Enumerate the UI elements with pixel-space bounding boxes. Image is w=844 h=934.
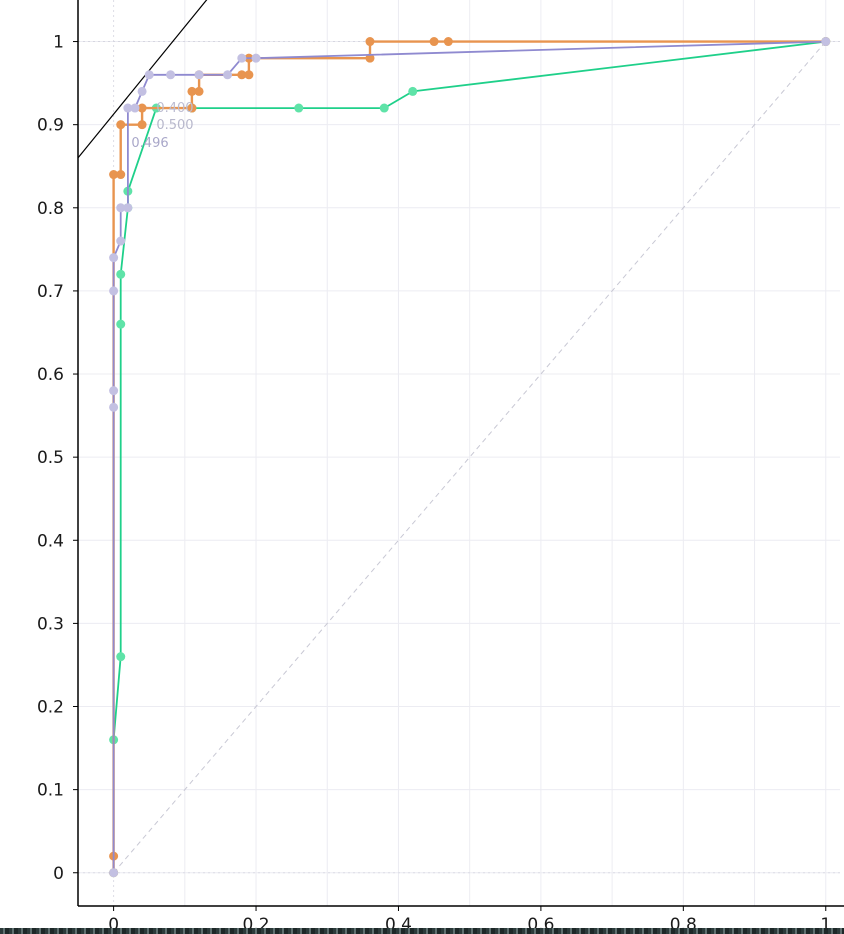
series-point-1	[137, 120, 147, 130]
threshold-label: 0.500	[156, 118, 193, 133]
series-point-2	[130, 103, 140, 113]
series-point-2	[109, 868, 119, 878]
series-point-2	[109, 286, 119, 296]
series-point-1	[137, 103, 147, 113]
y-tick-label: 1	[53, 33, 64, 53]
series-point-2	[251, 53, 261, 63]
series-point-0	[379, 103, 389, 113]
y-tick-label: 0	[53, 864, 64, 884]
chance-diagonal-line	[113, 41, 827, 874]
series-point-1	[194, 86, 204, 96]
series-point-0	[116, 269, 126, 279]
series-point-2	[821, 37, 831, 47]
tick-labels: 00.10.20.30.40.50.60.70.80.910 0.2 0.4 0.6 0…	[37, 33, 831, 934]
series-point-0	[116, 319, 126, 329]
series-point-2	[109, 386, 119, 396]
series-point-1	[365, 53, 375, 63]
y-tick-label: 0.8	[37, 199, 64, 219]
series-point-2	[223, 70, 233, 80]
series-point-1	[187, 103, 197, 113]
x-tick-label: 1	[820, 915, 831, 934]
taskbar-strip	[0, 928, 844, 934]
series-point-2	[137, 86, 147, 96]
series-point-2	[123, 103, 133, 113]
series-layer	[109, 37, 831, 878]
series-point-1	[109, 170, 119, 180]
y-tick-label: 0.2	[37, 698, 64, 718]
series-point-2	[116, 236, 126, 246]
series-point-1	[237, 70, 247, 80]
y-tick-label: 0.1	[37, 781, 64, 801]
series-point-1	[365, 37, 375, 47]
series-point-2	[166, 70, 176, 80]
y-tick-label: 0.7	[37, 282, 64, 302]
x-tick-label: 0	[108, 915, 119, 934]
series-point-1	[244, 70, 254, 80]
threshold-label: 0.400	[156, 101, 193, 116]
threshold-label: 0.496	[131, 136, 168, 151]
series-point-1	[429, 37, 439, 47]
y-tick-label: 0.3	[37, 614, 64, 634]
series-point-2	[109, 402, 119, 412]
series-point-0	[294, 103, 304, 113]
grid	[78, 0, 840, 906]
series-point-1	[116, 120, 126, 130]
series-point-2	[109, 253, 119, 263]
series-point-2	[194, 70, 204, 80]
series-point-1	[116, 170, 126, 180]
axes	[73, 0, 844, 911]
chance-diagonal	[113, 41, 827, 874]
series-point-2	[123, 203, 133, 213]
series-point-2	[116, 203, 126, 213]
y-tick-label: 0.5	[37, 448, 64, 468]
series-point-1	[187, 86, 197, 96]
series-point-2	[144, 70, 154, 80]
series-point-0	[408, 86, 418, 96]
threshold-labels: 0.400 0.500 0.496	[131, 101, 193, 151]
y-tick-label: 0.6	[37, 365, 64, 385]
series-point-2	[237, 53, 247, 63]
series-point-0	[116, 652, 126, 662]
series-point-1	[443, 37, 453, 47]
y-tick-label: 0.4	[37, 531, 64, 551]
y-tick-label: 0.9	[37, 116, 64, 136]
